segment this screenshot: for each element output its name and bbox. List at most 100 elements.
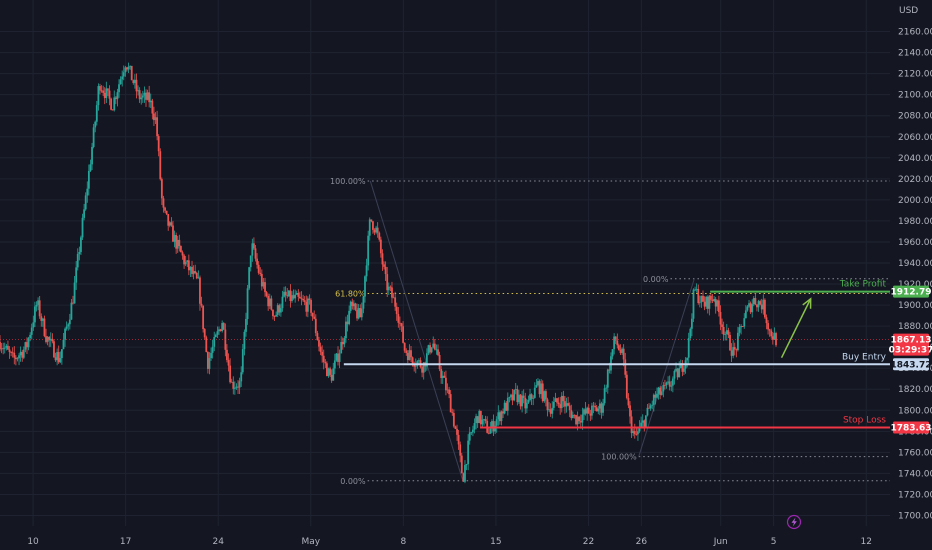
candle-body — [675, 368, 677, 371]
candle-body — [557, 402, 560, 405]
lightning-icon[interactable] — [786, 514, 802, 530]
candle-body — [127, 66, 130, 70]
candle-body — [537, 381, 539, 386]
candle-body — [670, 385, 673, 387]
candle-body — [67, 324, 70, 327]
candle-body — [107, 88, 109, 91]
candle-body — [545, 391, 547, 400]
candle-body — [70, 302, 73, 320]
candle-body — [102, 90, 105, 93]
candle-body — [516, 389, 519, 403]
candle-body — [403, 342, 406, 351]
date-tick-label: 5 — [771, 537, 777, 547]
candle-body — [3, 347, 6, 349]
candle-body — [241, 349, 244, 373]
candle-body — [372, 221, 374, 230]
candle-body — [449, 394, 452, 413]
buy-entry-tag[interactable] — [893, 358, 929, 371]
candle-body — [730, 350, 733, 356]
candle-body — [584, 409, 587, 414]
candle-body — [137, 90, 139, 92]
candle-body — [360, 308, 363, 318]
candle-body — [226, 349, 228, 361]
candle-body — [608, 369, 611, 371]
candle-body — [340, 341, 343, 354]
candle-body — [560, 395, 563, 409]
lightning-icon-bolt — [791, 517, 797, 527]
candle-body — [437, 349, 439, 356]
candle-body — [716, 300, 719, 307]
candle-body — [763, 299, 766, 318]
candle-body — [348, 310, 351, 325]
candle-body — [575, 415, 577, 425]
candle-body — [121, 76, 124, 80]
candle-body — [621, 348, 623, 353]
candle-body — [629, 405, 631, 417]
candle-body — [34, 306, 36, 323]
candle-body — [60, 349, 63, 359]
candle-body — [602, 403, 604, 413]
stop-loss-tag[interactable] — [893, 421, 929, 434]
candle-body — [73, 282, 76, 304]
candle-body — [546, 399, 549, 411]
candle-body — [683, 368, 685, 372]
candle-body — [757, 301, 760, 308]
candle-body — [478, 410, 481, 424]
fibonacci-levels: 100.00% 61.80% 0.00% 0.00% 100.00% — [330, 177, 890, 486]
candle-body — [494, 425, 497, 432]
candle-body — [376, 227, 379, 233]
fib-level-label: 0.00% — [340, 477, 366, 486]
candle-body — [338, 353, 341, 362]
candle-body — [433, 343, 436, 350]
candle-body — [246, 288, 249, 319]
candle-body — [189, 266, 192, 271]
candle-body — [717, 300, 720, 313]
candle-body — [30, 327, 33, 335]
candle-body — [411, 357, 414, 364]
candle-body — [644, 415, 647, 428]
candle-body — [554, 398, 557, 402]
candle-body — [378, 232, 381, 240]
candle-body — [641, 420, 644, 423]
price-axis-background[interactable] — [890, 0, 932, 550]
candle-body — [162, 198, 165, 208]
candle-body — [481, 419, 484, 425]
candle-body — [760, 304, 763, 310]
candle-body — [214, 334, 217, 338]
candle-body — [383, 264, 385, 267]
candle-body — [227, 360, 230, 366]
date-tick-label: 17 — [120, 537, 131, 547]
candle-body — [719, 312, 722, 325]
price-tick-label: 1960.00 — [898, 238, 932, 248]
candle-body — [345, 321, 347, 339]
candle-body — [46, 337, 49, 342]
stop-loss-tag-text: 1783.63 — [891, 424, 932, 434]
candle-body — [81, 217, 84, 238]
current-price-tag[interactable] — [893, 333, 929, 356]
candle-body — [446, 389, 449, 391]
candle-body — [462, 473, 465, 482]
price-tick-label: 2060.00 — [898, 133, 932, 143]
candle-body — [375, 227, 378, 233]
candle-body — [508, 397, 511, 398]
candles — [0, 62, 777, 484]
candle-body — [213, 337, 216, 347]
candle-body — [143, 92, 146, 96]
candle-body — [157, 136, 160, 152]
candle-body — [503, 402, 506, 414]
candle-body — [559, 404, 562, 409]
price-tick-label: 2000.00 — [898, 196, 932, 206]
candle-body — [652, 394, 655, 405]
candle-body — [27, 338, 30, 348]
current-price-tag-text: 1867.13 — [891, 336, 932, 346]
candle-body — [686, 357, 689, 361]
candle-body — [573, 414, 576, 416]
candle-body — [475, 416, 477, 424]
take-profit-tag[interactable] — [893, 285, 929, 298]
candle-body — [527, 400, 530, 403]
candle-body — [156, 117, 159, 137]
candle-body — [32, 322, 35, 328]
time-axis-background[interactable] — [0, 526, 932, 550]
